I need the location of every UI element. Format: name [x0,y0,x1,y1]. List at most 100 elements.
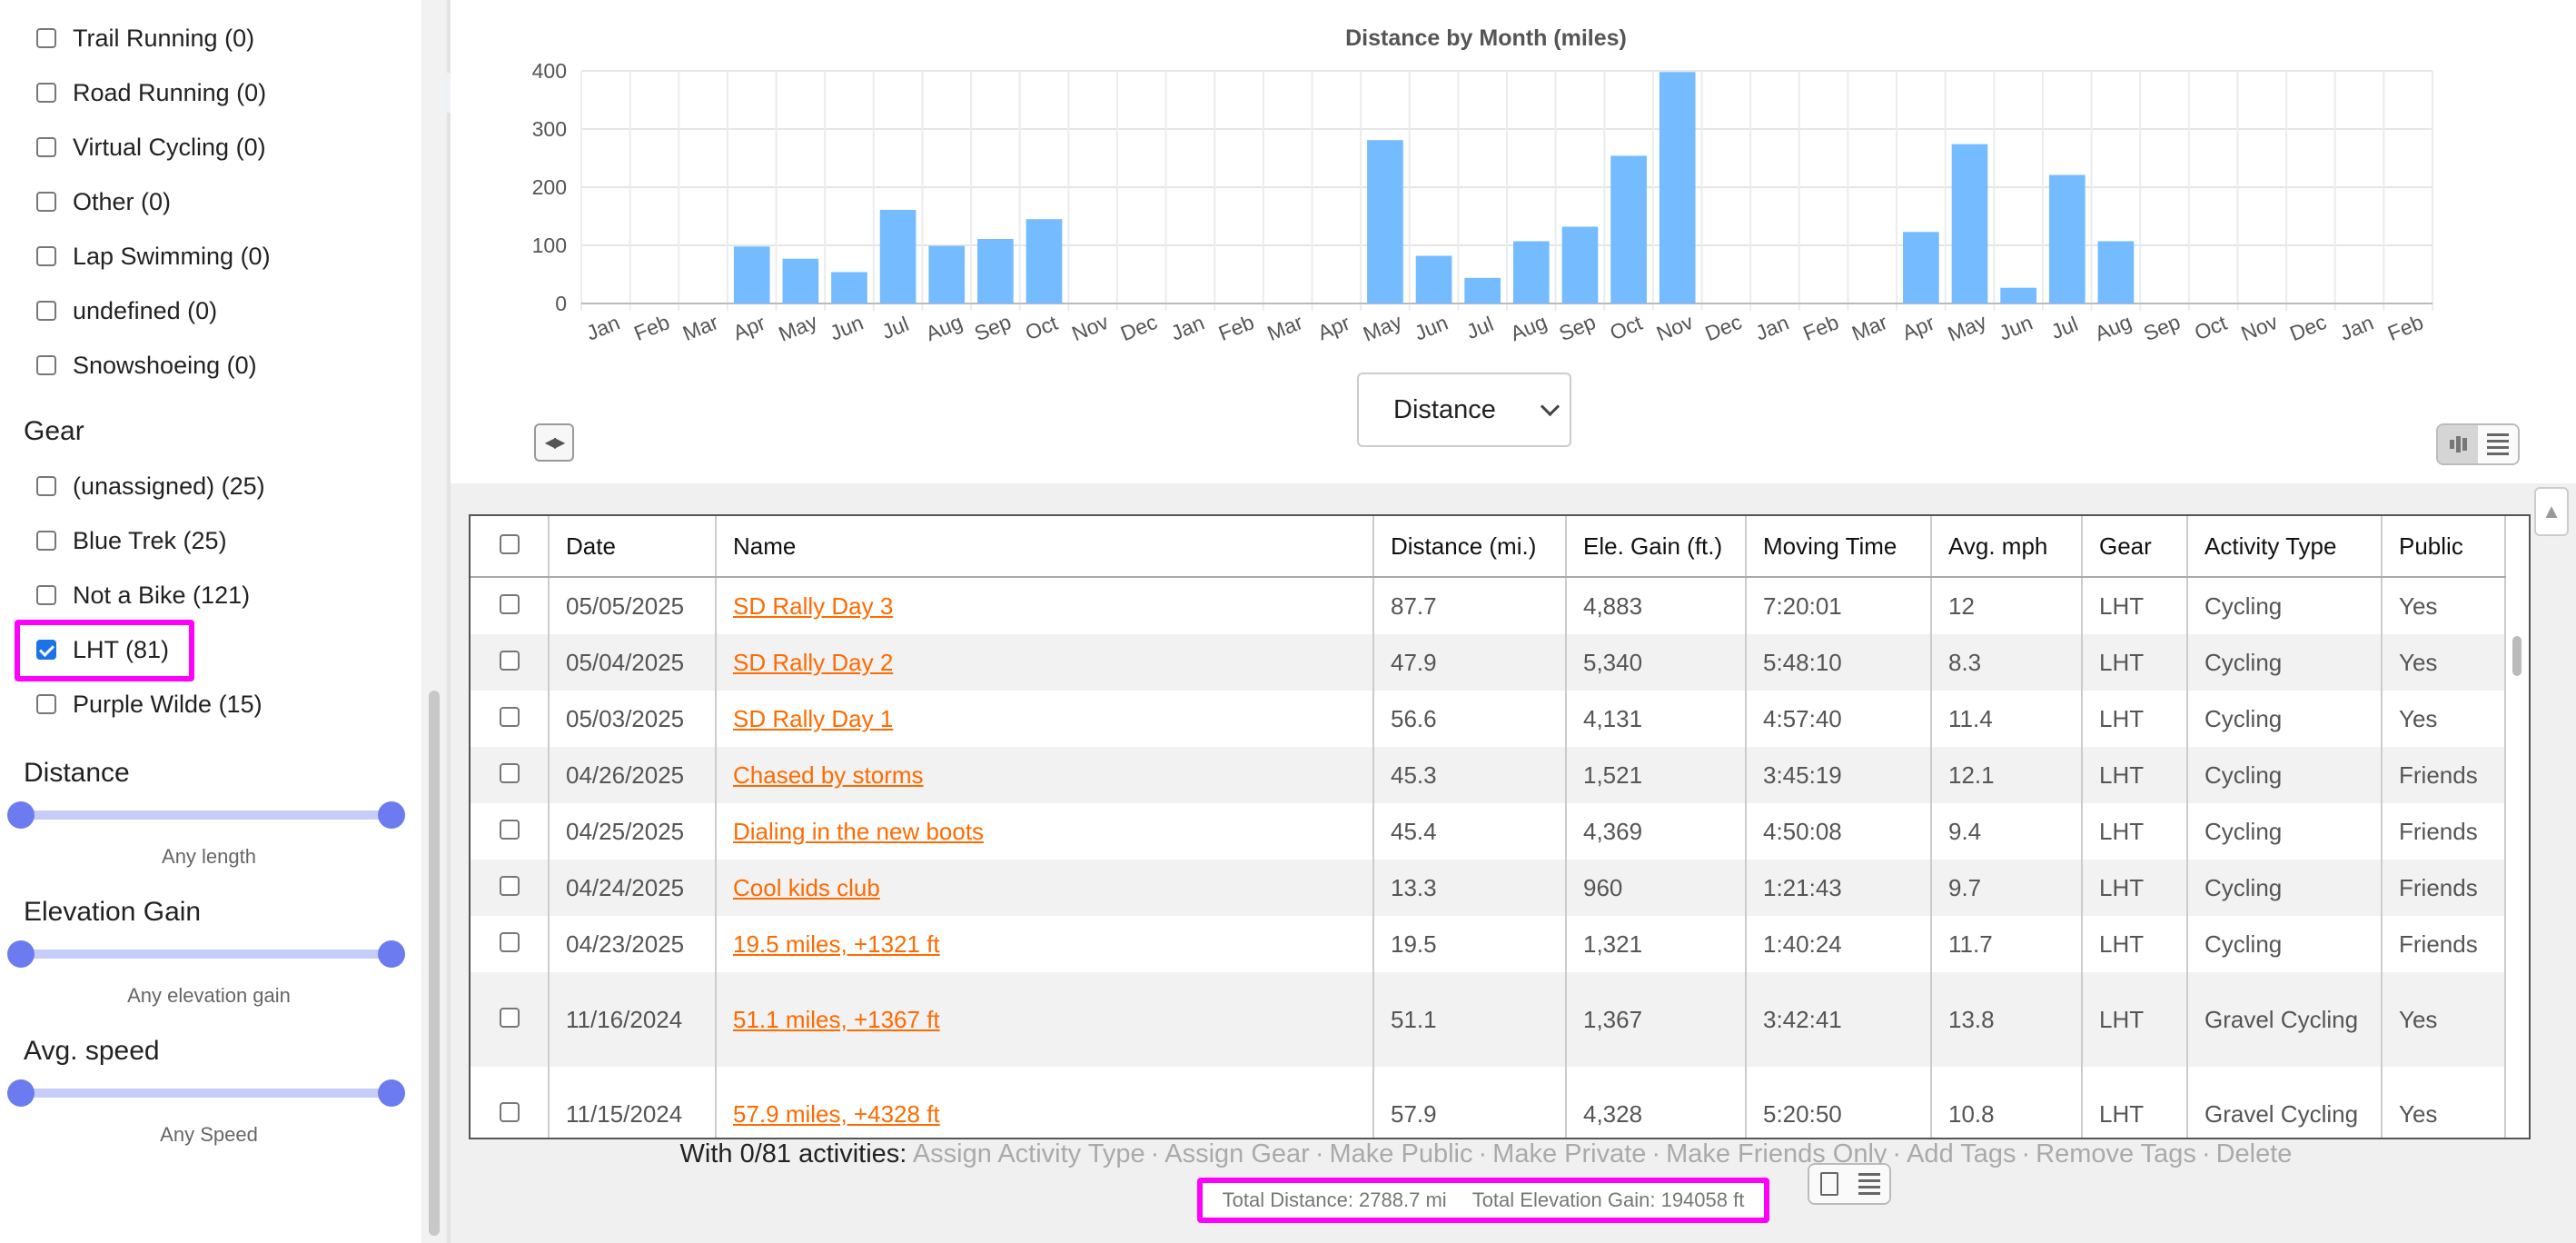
row-checkbox-cell[interactable] [471,747,550,803]
activity-type-checkbox[interactable] [36,137,56,157]
table-row[interactable]: 05/04/2025 SD Rally Day 2 47.9 5,340 5:48:10… [471,634,2506,691]
activity-link[interactable]: Dialing in the new boots [733,817,985,845]
table-row[interactable]: 04/25/2025 Dialing in the new boots 45.4 4,… [471,803,2506,860]
column-header-elevation-gain[interactable]: Ele. Gain (ft.) [1566,516,1747,578]
activity-type-item[interactable]: Virtual Cycling (0) [36,129,266,165]
row-checkbox[interactable] [499,875,520,896]
row-checkbox-cell[interactable] [471,691,550,747]
table-row[interactable]: 05/03/2025 SD Rally Day 1 56.6 4,131 4:57:40… [471,691,2506,747]
activity-type-item[interactable]: Other (0) [36,184,171,220]
action-add-tags[interactable]: Add Tags [1907,1139,2016,1168]
action-separator: · [1314,1139,1324,1168]
table-row[interactable]: 04/26/2025 Chased by storms 45.3 1,521 3:45:… [471,747,2506,803]
slider-min-handle[interactable] [7,801,35,829]
row-checkbox[interactable] [499,650,520,671]
row-checkbox-cell[interactable] [471,1067,550,1138]
column-header-distance[interactable]: Distance (mi.) [1373,516,1567,578]
list-view-icon[interactable] [2478,425,2518,463]
slider-max-handle[interactable] [378,940,405,968]
activity-link[interactable]: SD Rally Day 3 [733,592,894,620]
select-all-checkbox[interactable] [499,533,520,554]
gear-checkbox[interactable] [36,640,56,660]
action-remove-tags[interactable]: Remove Tags [2036,1139,2196,1168]
table-row[interactable]: 05/05/2025 SD Rally Day 3 87.7 4,883 7:20:01… [471,577,2506,634]
gear-item[interactable]: Blue Trek (25) [36,522,227,559]
column-header-avg-mph[interactable]: Avg. mph [1931,516,2083,578]
table-row[interactable]: 11/15/2024 57.9 miles, +4328 ft 57.9 4,328 5… [471,1067,2506,1138]
row-checkbox-cell[interactable] [471,634,550,691]
table-list-view-icon[interactable] [1849,1165,1889,1203]
activity-link[interactable]: 19.5 miles, +1321 ft [733,930,940,958]
range-slider[interactable] [7,801,405,829]
column-header-moving-time[interactable]: Moving Time [1746,516,1932,578]
slider-min-handle[interactable] [7,1079,35,1107]
row-checkbox-cell[interactable] [471,860,550,916]
activity-link[interactable]: SD Rally Day 2 [733,648,894,676]
gear-checkbox[interactable] [36,694,56,714]
row-checkbox[interactable] [499,706,520,727]
bar-chart-view-icon[interactable] [2438,425,2478,463]
activity-link[interactable]: 51.1 miles, +1367 ft [733,1005,940,1033]
activity-type-checkbox[interactable] [36,355,56,375]
activity-type-item[interactable]: Trail Running (0) [36,20,254,56]
slider-max-handle[interactable] [378,1079,405,1107]
column-header-date[interactable]: Date [549,516,717,578]
sidebar-scrollbar[interactable] [423,0,445,1243]
gear-item[interactable]: LHT (81) [36,631,169,668]
action-delete[interactable]: Delete [2215,1139,2293,1168]
slider-max-handle[interactable] [378,801,405,829]
table-row[interactable]: 11/16/2024 51.1 miles, +1367 ft 51.1 1,367 3… [471,972,2506,1067]
metric-select[interactable]: Distance [1357,373,1571,447]
activity-type-item[interactable]: Snowshoeing (0) [36,347,257,383]
row-checkbox-cell[interactable] [471,972,550,1067]
table-scrollbar[interactable] [2507,576,2527,1138]
gear-item[interactable]: Purple Wilde (15) [36,686,263,722]
row-checkbox[interactable] [499,1101,520,1122]
action-assign-activity-type[interactable]: Assign Activity Type [912,1139,1145,1168]
activity-type-item[interactable]: Road Running (0) [36,75,266,111]
select-all-checkbox-cell[interactable] [471,516,550,578]
activity-type-checkbox[interactable] [36,83,56,103]
column-header-gear[interactable]: Gear [2082,516,2188,578]
gear-checkbox[interactable] [36,585,56,605]
activity-type-checkbox[interactable] [36,28,56,48]
column-header-public[interactable]: Public [2382,516,2506,578]
activity-type-checkbox[interactable] [36,192,56,212]
row-checkbox-cell[interactable] [471,577,550,634]
gear-item[interactable]: (unassigned) (25) [36,468,265,504]
activity-link[interactable]: SD Rally Day 1 [733,704,894,732]
sidebar-scroll-thumb[interactable] [429,691,440,1236]
table-row[interactable]: 04/24/2025 Cool kids club 13.3 960 1:21:43 9.… [471,860,2506,916]
row-checkbox[interactable] [499,819,520,840]
table-scroll-thumb[interactable] [2512,636,2522,676]
row-checkbox-cell[interactable] [471,803,550,860]
action-make-public[interactable]: Make Public [1329,1139,1473,1168]
column-header-activity-type[interactable]: Activity Type [2187,516,2383,578]
column-header-name[interactable]: Name [716,516,1374,578]
table-row[interactable]: 04/23/2025 19.5 miles, +1321 ft 19.5 1,321 1… [471,916,2506,972]
activity-type-item[interactable]: undefined (0) [36,293,217,329]
activity-type-item[interactable]: Lap Swimming (0) [36,238,271,274]
row-checkbox-cell[interactable] [471,916,550,972]
row-checkbox[interactable] [499,762,520,783]
row-checkbox[interactable] [499,1007,520,1028]
action-make-private[interactable]: Make Private [1492,1139,1647,1168]
gear-item[interactable]: Not a Bike (121) [36,577,250,613]
row-checkbox[interactable] [499,593,520,614]
activity-type-checkbox[interactable] [36,246,56,266]
slider-min-handle[interactable] [7,940,35,968]
cell-elevation-gain: 1,521 [1566,747,1747,803]
scroll-up-button[interactable]: ▲ [2534,487,2569,536]
row-checkbox[interactable] [499,931,520,952]
activity-type-checkbox[interactable] [36,301,56,321]
activity-link[interactable]: Cool kids club [733,873,880,901]
activity-link[interactable]: Chased by storms [733,761,924,789]
action-assign-gear[interactable]: Assign Gear [1164,1139,1310,1168]
activity-link[interactable]: 57.9 miles, +4328 ft [733,1099,940,1128]
range-slider[interactable] [7,1079,405,1107]
range-slider[interactable] [7,940,405,968]
card-view-icon[interactable] [1809,1165,1849,1203]
gear-checkbox[interactable] [36,476,56,496]
gear-checkbox[interactable] [36,531,56,551]
expand-chart-button[interactable]: ◀▶ [534,423,574,462]
